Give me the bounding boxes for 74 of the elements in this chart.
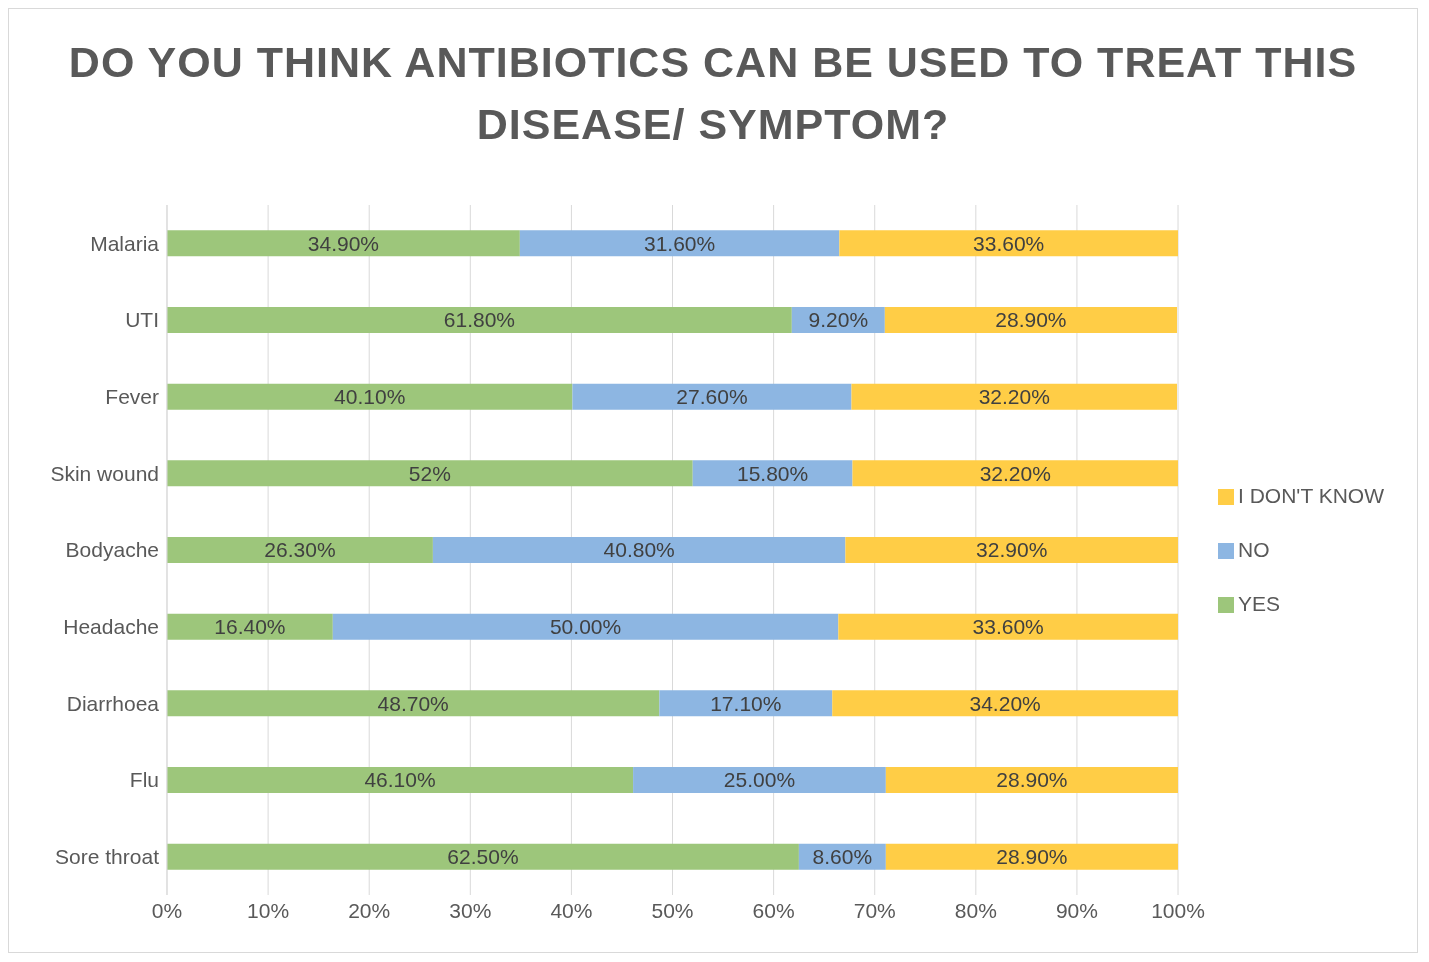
data-label: 48.70% [377, 691, 449, 715]
data-label: 27.60% [676, 385, 748, 409]
y-tick-label: Bodyache [65, 538, 159, 562]
legend-label: NO [1238, 538, 1270, 561]
data-label: 28.90% [996, 768, 1068, 792]
data-label: 15.80% [736, 461, 809, 485]
data-label: 46.10% [364, 768, 436, 792]
data-label: 32.20% [978, 385, 1050, 409]
bar [851, 383, 1178, 410]
y-tick-label: Skin wound [50, 461, 159, 485]
data-label: 33.60% [972, 615, 1044, 639]
bar [167, 843, 799, 870]
bar [572, 383, 852, 410]
data-label: 31.60% [643, 231, 716, 255]
data-label: 28.90% [995, 308, 1067, 332]
bar [885, 766, 1179, 793]
data-label: 25.00% [723, 768, 796, 792]
bar [432, 536, 846, 563]
data-label: 8.60% [812, 845, 873, 869]
data-label: 62.50% [447, 845, 519, 869]
bar [884, 306, 1178, 333]
x-tick-label: 70% [853, 898, 896, 922]
data-label: 26.30% [264, 538, 336, 562]
y-tick-label: Fever [105, 385, 159, 409]
y-tick-label: UTI [125, 308, 159, 332]
bar [519, 230, 840, 257]
bar [167, 306, 792, 333]
bar [852, 460, 1179, 487]
bar [659, 690, 833, 717]
data-label: 34.20% [969, 691, 1041, 715]
x-tick-label: 40% [550, 898, 593, 922]
bar [167, 460, 693, 487]
data-label: 28.90% [996, 845, 1068, 869]
y-tick-label: Headache [63, 615, 159, 639]
bar [633, 766, 886, 793]
data-label: 50.00% [549, 615, 622, 639]
legend-label: I DON'T KNOW [1238, 484, 1384, 507]
x-tick-label: 90% [1055, 898, 1098, 922]
legend-label: YES [1238, 592, 1281, 615]
bar [167, 766, 634, 793]
chart-title: DO YOU THINK ANTIBIOTICS CAN BE USED TO TREAT THIS DISEASE/ SYMPTOM? [67, 37, 1359, 150]
x-tick-label: 0% [151, 898, 183, 922]
y-tick-label: Diarrhoea [66, 691, 160, 715]
data-label: 32.90% [976, 538, 1048, 562]
bar [838, 613, 1179, 640]
bar [845, 536, 1179, 563]
data-label: 52% [408, 461, 451, 485]
data-label: 40.80% [603, 538, 675, 562]
bar [332, 613, 839, 640]
data-label: 17.10% [710, 691, 782, 715]
x-tick-label: 60% [752, 898, 795, 922]
x-tick-label: 20% [348, 898, 391, 922]
data-label: 16.40% [214, 615, 286, 639]
x-tick-label: 100% [1151, 898, 1205, 922]
bar [167, 383, 573, 410]
y-tick-label: Malaria [90, 231, 160, 255]
bar [167, 690, 660, 717]
data-label: 40.10% [334, 385, 406, 409]
y-tick-label: Flu [129, 768, 159, 792]
bar [885, 843, 1179, 870]
data-label: 9.20% [808, 308, 869, 332]
data-label: 32.20% [979, 461, 1051, 485]
bar [167, 230, 520, 257]
x-tick-label: 30% [449, 898, 492, 922]
x-tick-label: 80% [954, 898, 997, 922]
bar [167, 536, 433, 563]
data-label: 61.80% [443, 308, 516, 332]
bar [839, 230, 1179, 257]
y-tick-label: Sore throat [55, 845, 160, 869]
data-label: 34.90% [307, 231, 380, 255]
x-tick-label: 10% [247, 898, 290, 922]
x-tick-label: 50% [651, 898, 694, 922]
bar [832, 690, 1179, 717]
data-label: 33.60% [973, 231, 1045, 255]
